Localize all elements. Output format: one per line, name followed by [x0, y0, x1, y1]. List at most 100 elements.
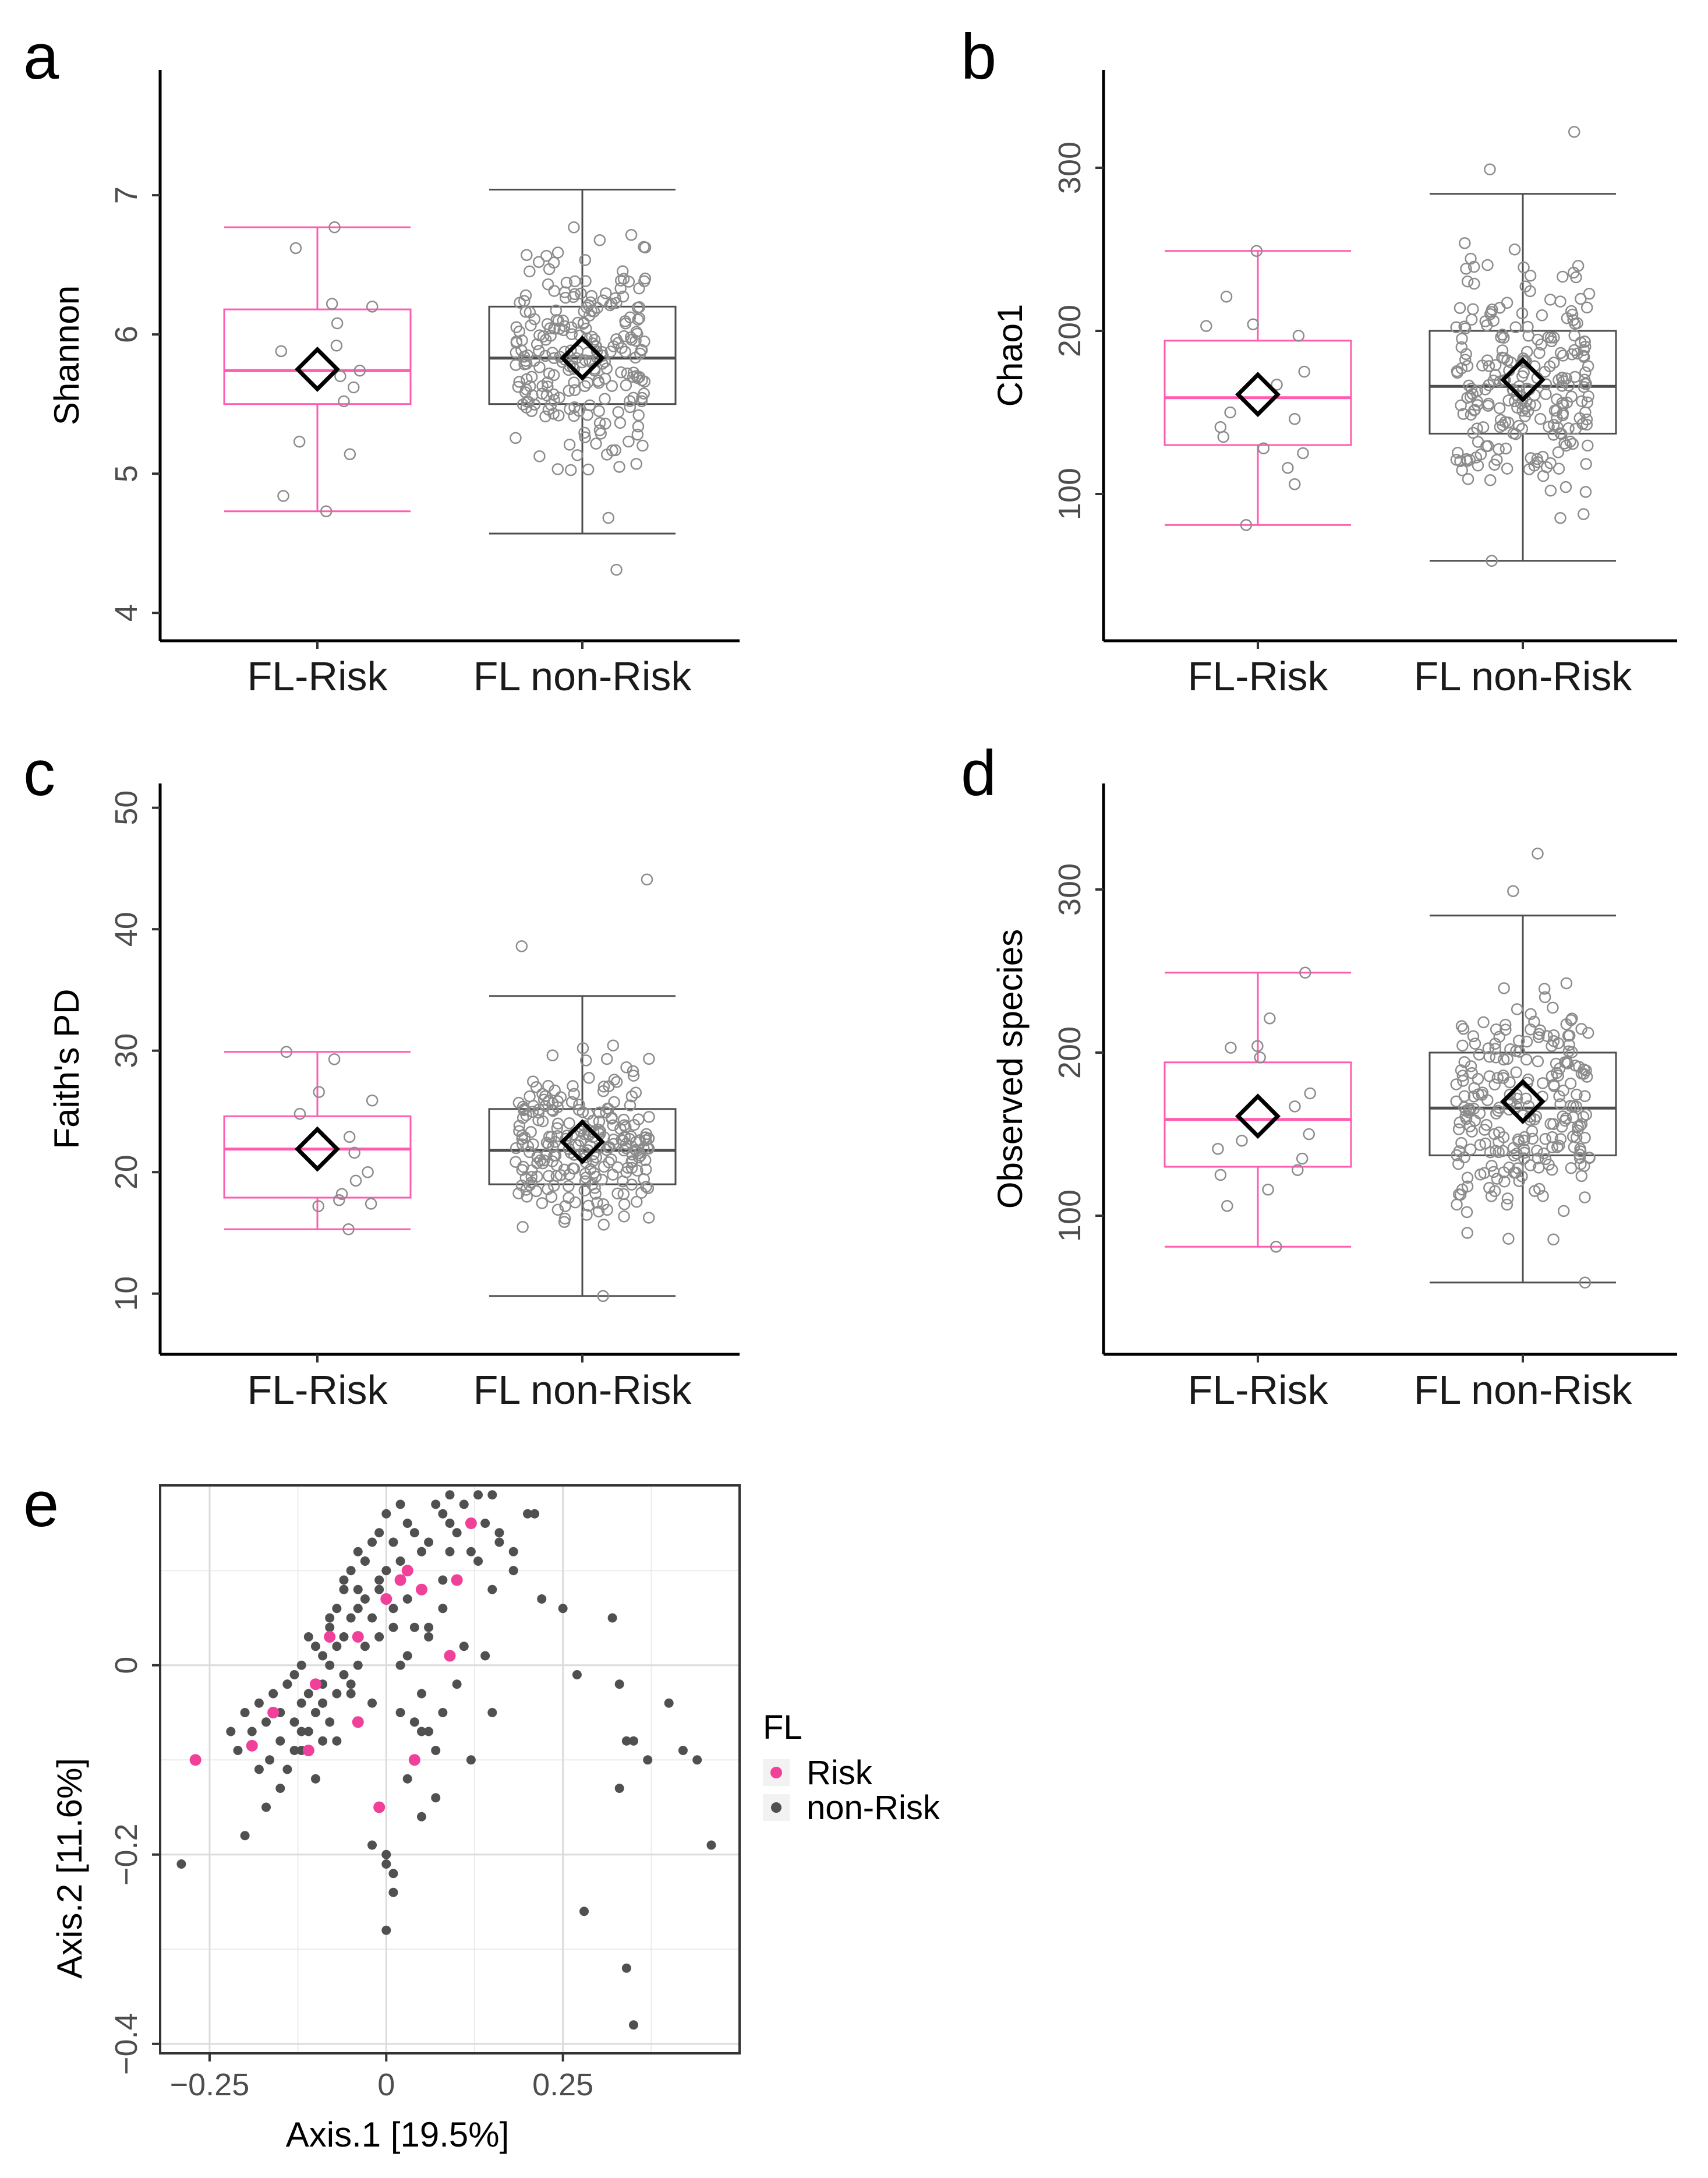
scatter-point-non-risk — [332, 1736, 342, 1746]
data-point — [643, 1053, 655, 1065]
scatter-point-non-risk — [416, 1812, 426, 1822]
data-point — [586, 1155, 599, 1167]
data-point — [550, 304, 563, 317]
scatter-point-non-risk — [374, 1575, 384, 1585]
y-tick-label: 4 — [109, 604, 144, 622]
panel-a: a 4 5 6 7 Shannon FL-Risk FL non-Risk — [23, 21, 740, 699]
data-point — [1580, 1109, 1592, 1121]
data-point — [616, 265, 629, 277]
data-point — [618, 1210, 630, 1223]
y-tick-label: 50 — [109, 790, 144, 825]
data-point — [1553, 463, 1565, 475]
data-point — [603, 1156, 615, 1169]
data-point — [1524, 398, 1536, 411]
data-point — [1583, 1151, 1596, 1164]
panel-letter-c: c — [23, 737, 55, 809]
iqr-box — [1164, 340, 1352, 446]
data-point — [293, 1107, 306, 1120]
data-point — [1488, 1185, 1501, 1197]
scatter-point-non-risk — [487, 1584, 497, 1594]
data-point — [328, 1053, 341, 1065]
data-point — [1557, 1084, 1570, 1097]
data-point — [1502, 416, 1515, 429]
scatter-point-non-risk — [494, 1528, 504, 1538]
data-point — [625, 1178, 638, 1191]
data-point — [1551, 1141, 1564, 1153]
scatter-point-non-risk — [282, 1764, 292, 1774]
data-point — [333, 1194, 345, 1206]
category-label: FL non-Risk — [1414, 1367, 1633, 1413]
data-point — [1579, 340, 1592, 353]
data-point — [1540, 461, 1553, 474]
data-point — [596, 1174, 608, 1186]
data-point — [1568, 329, 1580, 342]
data-point — [621, 367, 634, 380]
data-point — [1568, 126, 1580, 138]
data-point — [1503, 1103, 1515, 1116]
y-axis-title: Faith's PD — [47, 989, 86, 1149]
data-point — [1468, 277, 1480, 290]
data-point — [632, 409, 645, 422]
data-point — [610, 1076, 623, 1088]
data-point — [567, 1080, 579, 1092]
scatter-point-non-risk — [367, 1698, 377, 1708]
data-point — [600, 449, 613, 461]
scatter-point-risk — [444, 1650, 456, 1662]
data-point — [1544, 1118, 1557, 1130]
scatter-point-non-risk — [431, 1746, 441, 1755]
data-point — [1458, 1151, 1470, 1163]
data-point — [1490, 1107, 1502, 1120]
data-point — [1450, 321, 1462, 334]
data-point — [593, 234, 606, 246]
data-point — [1483, 360, 1495, 372]
data-point — [547, 1180, 560, 1192]
data-point — [335, 1188, 348, 1201]
data-point — [533, 450, 546, 463]
data-point — [544, 322, 556, 334]
scatter-point-non-risk — [332, 1689, 342, 1699]
data-point — [1564, 435, 1576, 448]
data-point — [1304, 1087, 1316, 1100]
data-point — [1292, 1164, 1304, 1176]
data-point — [1552, 1069, 1564, 1082]
data-point — [520, 1109, 532, 1121]
data-point — [625, 1155, 638, 1167]
data-point — [630, 1086, 642, 1099]
data-point — [542, 278, 554, 291]
data-point — [1536, 309, 1548, 322]
x-tick-label: −0.25 — [170, 2067, 250, 2102]
data-point — [634, 1134, 646, 1146]
data-point — [524, 1090, 536, 1103]
scatter-point-non-risk — [466, 1547, 476, 1556]
data-point — [568, 1088, 581, 1100]
scatter-point-non-risk — [388, 1604, 398, 1614]
data-point — [1544, 331, 1557, 344]
data-point — [1518, 1152, 1530, 1164]
x-tick-label: 0.25 — [532, 2067, 593, 2102]
y-tick-label: −0.2 — [109, 1823, 144, 1886]
data-point — [1498, 1176, 1511, 1188]
data-point — [544, 330, 557, 342]
data-point — [549, 1149, 562, 1162]
scatter-point-non-risk — [424, 1632, 434, 1642]
data-point — [568, 221, 580, 234]
y-tick-label: 100 — [1052, 1189, 1087, 1242]
data-point — [512, 380, 525, 393]
data-point — [533, 1103, 545, 1116]
data-point — [617, 273, 630, 285]
data-point — [1486, 1160, 1498, 1172]
data-point — [1498, 982, 1510, 994]
data-point — [624, 1099, 636, 1111]
scatter-point-non-risk — [176, 1859, 186, 1869]
data-point — [627, 366, 640, 379]
data-point — [565, 1096, 578, 1109]
data-point — [578, 426, 590, 439]
data-point — [542, 1183, 554, 1195]
data-point — [543, 1095, 555, 1107]
data-point — [1579, 1090, 1591, 1102]
scatter-point-non-risk — [318, 1698, 328, 1708]
y-axis-title: Shannon — [47, 285, 86, 425]
data-point — [1455, 1020, 1468, 1032]
data-point — [548, 285, 560, 297]
data-point — [627, 1065, 639, 1078]
